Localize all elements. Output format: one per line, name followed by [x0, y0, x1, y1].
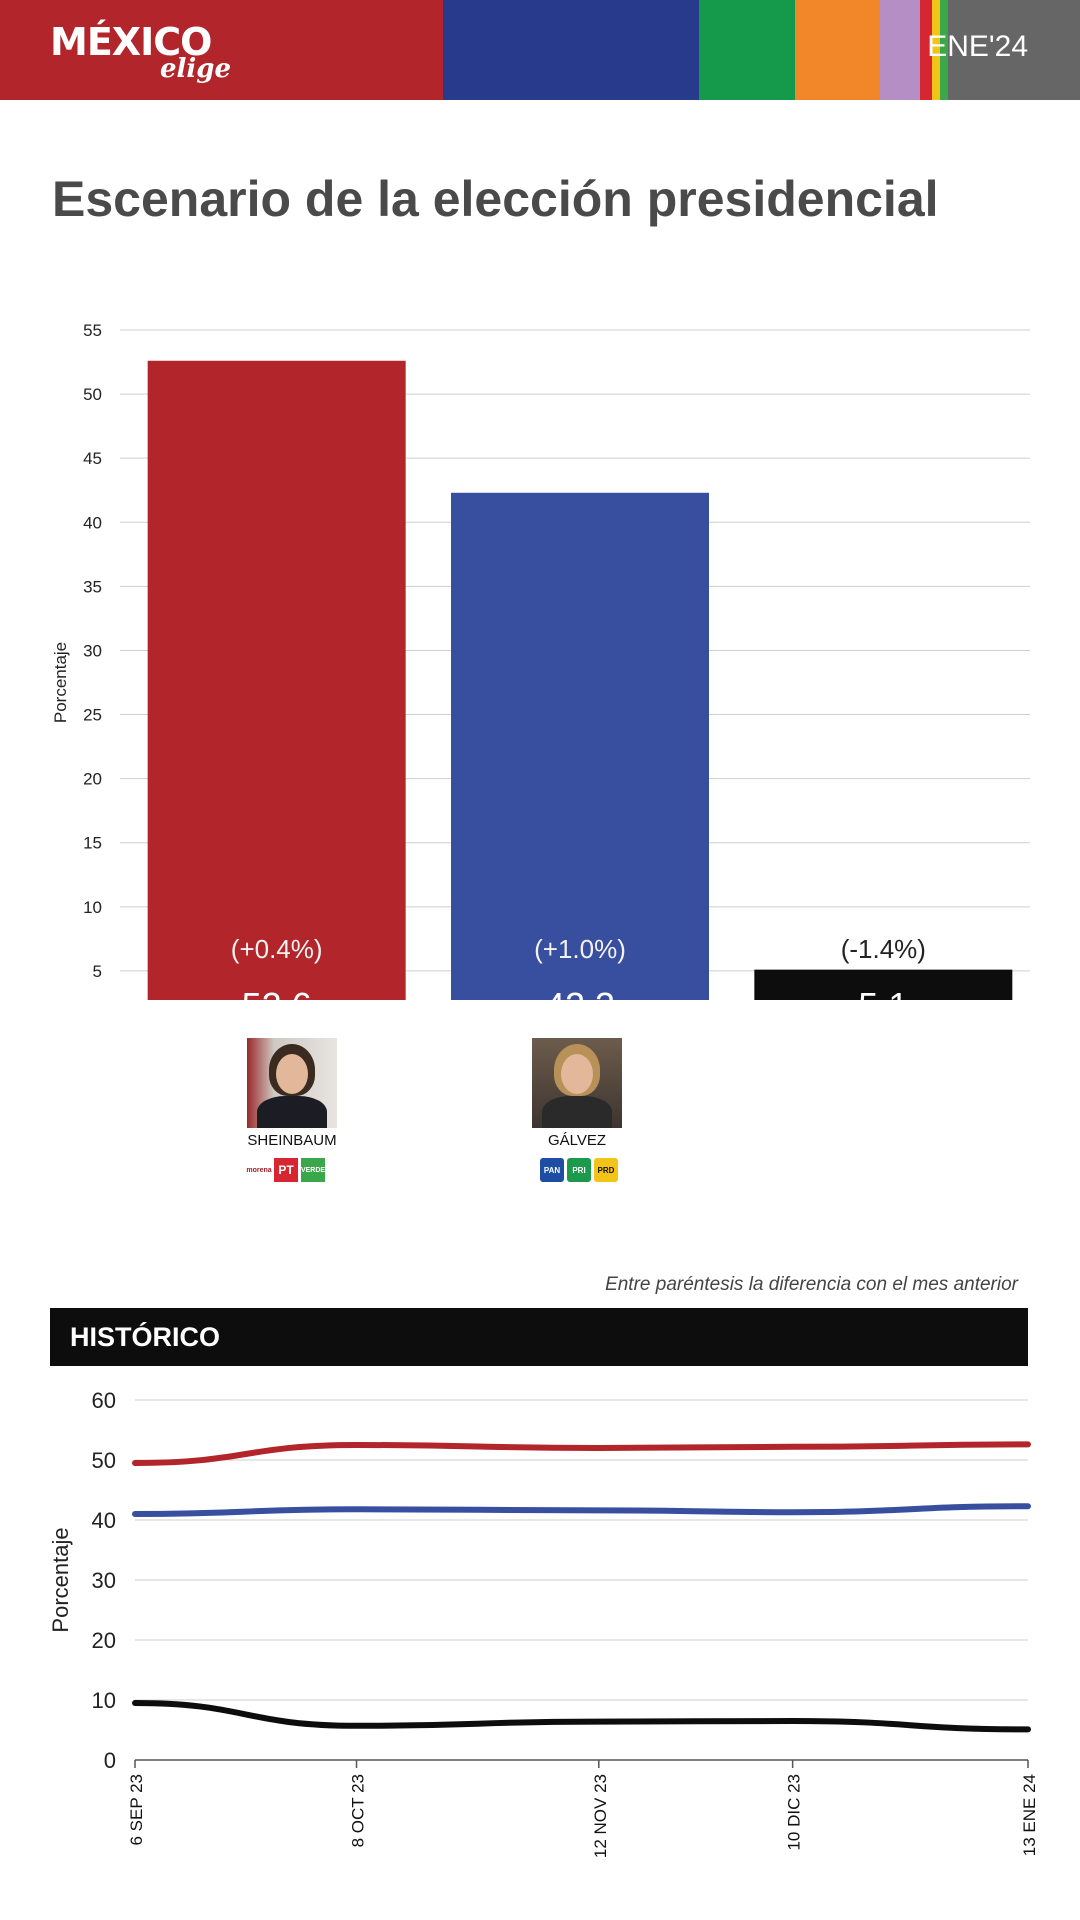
- bar-value-label: 42.3: [545, 985, 615, 1000]
- candidate-name-sheinbaum: SHEINBAUM: [247, 1132, 337, 1149]
- header-segment: [699, 0, 795, 100]
- bar-change-label: (-1.4%): [841, 934, 926, 964]
- series-line: [132, 1441, 1031, 1466]
- y-tick-label: 45: [83, 449, 102, 468]
- party-logo: PRI: [567, 1158, 591, 1182]
- party-logo: PRD: [594, 1158, 618, 1182]
- header-segment: [880, 0, 920, 100]
- header-segment: [0, 0, 443, 100]
- header-segment: [940, 0, 948, 100]
- header-segment: [948, 0, 1080, 100]
- y-tick-label: 0: [104, 1748, 116, 1773]
- footnote: Entre paréntesis la diferencia con el me…: [605, 1274, 1018, 1295]
- header-segment: [443, 0, 699, 100]
- y-tick-label: 30: [83, 641, 102, 660]
- bar-value-label: 52.6: [242, 985, 312, 1000]
- logo-main-text: MÉXICO: [50, 20, 212, 64]
- x-tick-label: 6 SEP 23: [127, 1774, 146, 1846]
- page-title: Escenario de la elección presidencial: [52, 171, 939, 227]
- y-tick-label: 40: [92, 1508, 116, 1533]
- header-band: MÉXICO elige ENE'24: [0, 0, 1080, 100]
- bar-value-label: 5.1: [858, 985, 908, 1000]
- y-axis-label: Porcentaje: [48, 1527, 73, 1632]
- y-tick-label: 15: [83, 834, 102, 853]
- historico-header: HISTÓRICO: [50, 1308, 1028, 1366]
- x-tick-label: 12 NOV 23: [591, 1774, 610, 1858]
- y-tick-label: 5: [93, 962, 102, 981]
- bar-chart: 0510152025303540455055Porcentaje52.6(+0.…: [51, 321, 1030, 1000]
- line-chart: 0 10 20 30 40 50 60 Porcentaje 6 SEP 23 8 OCT 23 1…: [48, 1388, 1039, 1858]
- historico-title: HISTÓRICO: [70, 1322, 221, 1352]
- y-tick-label: 60: [92, 1388, 116, 1413]
- x-tick-label: 8 OCT 23: [349, 1774, 368, 1847]
- bar: [754, 969, 1013, 1000]
- party-logos-sheinbaum: morena PT VERDE: [246, 1158, 325, 1184]
- x-tick-label: 13 ENE 24: [1020, 1774, 1039, 1856]
- party-logo: PAN: [540, 1158, 564, 1182]
- x-tick-label: 10 DIC 23: [785, 1774, 804, 1851]
- logo: MÉXICO elige: [50, 20, 231, 84]
- bar-change-label: (+0.4%): [231, 934, 323, 964]
- y-tick-label: 40: [83, 513, 102, 532]
- candidate-name-galvez: GÁLVEZ: [547, 1132, 607, 1149]
- series-line: [132, 1700, 1031, 1733]
- y-tick-label: 30: [92, 1568, 116, 1593]
- party-logo: morena: [246, 1158, 272, 1182]
- party-logos-galvez: PAN PRI PRD: [540, 1158, 618, 1184]
- header-segment: [795, 0, 880, 100]
- y-tick-label: 55: [83, 321, 102, 340]
- galvez-portrait: [532, 1038, 622, 1128]
- y-tick-label: 10: [92, 1688, 116, 1713]
- edition-label: ENE'24: [927, 30, 1028, 63]
- y-tick-label: 35: [83, 577, 102, 596]
- party-logo: PT: [274, 1158, 298, 1182]
- y-tick-label: 25: [83, 706, 102, 725]
- y-axis-label: Porcentaje: [51, 642, 70, 723]
- y-tick-label: 20: [83, 770, 102, 789]
- y-tick-label: 10: [83, 898, 102, 917]
- series-line: [132, 1503, 1031, 1517]
- bar-change-label: (+1.0%): [534, 934, 626, 964]
- y-tick-label: 20: [92, 1628, 116, 1653]
- header-segment: [920, 0, 932, 100]
- logo-sub-text: elige: [160, 54, 232, 84]
- bar: [147, 360, 406, 1000]
- sheinbaum-portrait: [247, 1038, 337, 1128]
- y-tick-label: 50: [83, 385, 102, 404]
- header-segment: [932, 0, 940, 100]
- bar: [451, 492, 709, 1000]
- y-tick-label: 50: [92, 1448, 116, 1473]
- party-logo: VERDE: [301, 1158, 325, 1182]
